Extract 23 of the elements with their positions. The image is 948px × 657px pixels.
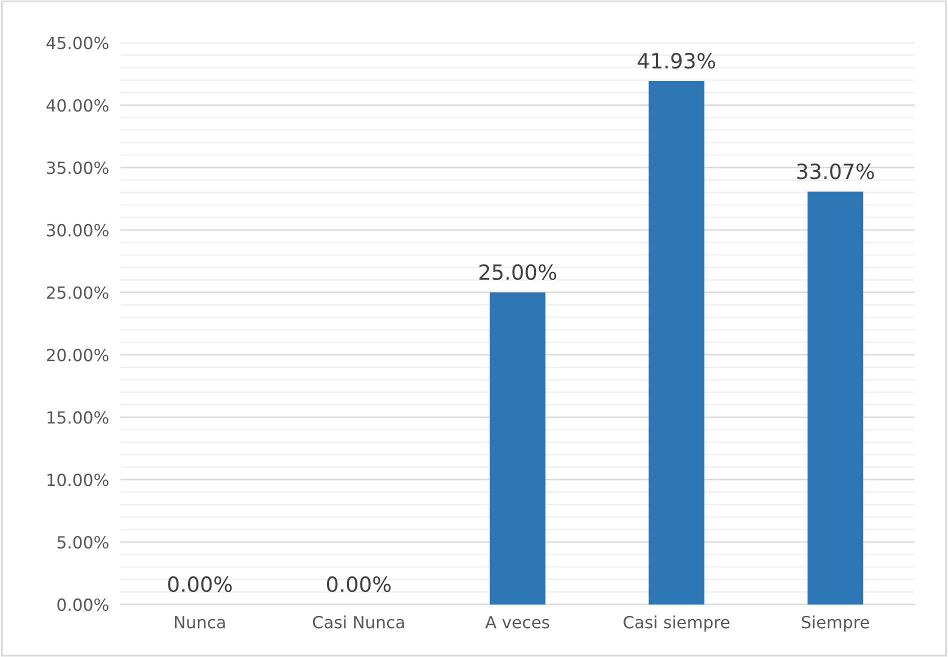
- bar: [808, 192, 864, 604]
- x-tick-label: Casi Nunca: [312, 616, 404, 628]
- y-tick-label: 20.00%: [46, 348, 108, 362]
- y-tick-label: 35.00%: [47, 161, 108, 174]
- data-label: 0.00%: [168, 576, 232, 592]
- x-tick-label: Nunca: [174, 616, 225, 628]
- data-label: 25.00%: [479, 264, 556, 280]
- y-tick-label: 15.00%: [48, 411, 108, 424]
- x-tick-label: Casi siempre: [624, 616, 730, 632]
- y-tick-label: 40.00%: [46, 99, 108, 112]
- y-tick-label: 10.00%: [48, 474, 108, 486]
- y-tick-label: 5.00%: [58, 536, 108, 549]
- x-tick-label: Siempre: [802, 616, 869, 632]
- x-tick-label: A veces: [485, 616, 550, 628]
- bar: [490, 292, 546, 604]
- data-label: 0.00%: [327, 576, 391, 592]
- data-label: 33.07%: [797, 164, 874, 180]
- y-tick-label: 25.00%: [46, 286, 108, 299]
- y-tick-label: 30.00%: [47, 224, 108, 237]
- bar: [648, 81, 704, 604]
- y-tick-label: 0.00%: [57, 598, 108, 612]
- y-tick-label: 45.00%: [46, 36, 108, 50]
- data-label: 41.93%: [638, 52, 716, 69]
